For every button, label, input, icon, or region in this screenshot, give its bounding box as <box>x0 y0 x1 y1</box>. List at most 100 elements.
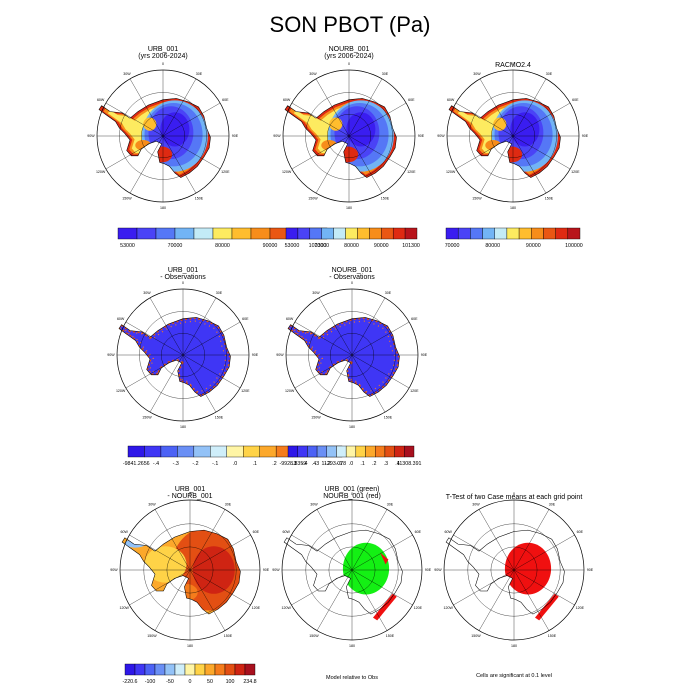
colorbar-swatch <box>482 227 495 240</box>
longitude-label: 90W <box>437 134 445 138</box>
p8-title: URB_001 (green) NOURB_001 (red) <box>262 486 442 500</box>
longitude-label: 30W <box>472 502 480 506</box>
longitude-label: 60W <box>447 98 455 102</box>
p7-field <box>122 530 241 615</box>
longitude-label: 120E <box>407 170 416 174</box>
longitude-label: 90E <box>252 353 259 357</box>
colorbar-swatch <box>144 445 162 458</box>
panel-title-line: URB_001 <box>167 267 199 274</box>
colorbar-swatch <box>384 445 395 458</box>
longitude-label: 150E <box>381 197 390 201</box>
p4-map: 0 30E 60E 90E 120E 150E 180 150W 120W 90W 60W 30W <box>107 281 258 429</box>
figure-title: SON PBOT (Pa) <box>269 12 431 37</box>
longitude-label: 30W <box>473 72 481 76</box>
longitude-label: 150W <box>147 634 157 638</box>
longitude-label: 30E <box>216 291 223 295</box>
longitude-label: 90E <box>232 134 239 138</box>
longitude-label: 150W <box>122 197 132 201</box>
p4-field <box>119 317 231 397</box>
longitude-label: 90E <box>425 568 432 572</box>
longitude-label: 30W <box>310 502 318 506</box>
colorbar-label: 11293.078 <box>321 461 346 467</box>
p3-colorbar: 70000 80000 90000 100000 <box>445 227 583 249</box>
p9-note: Cells are significant at 0.1 level <box>476 673 552 679</box>
p5-field <box>288 317 400 397</box>
colorbar-label: 101300 <box>309 243 327 249</box>
panel-title-line: RACMO2.4 <box>495 62 531 69</box>
p3-title: RACMO2.4 <box>423 62 603 69</box>
colorbar-swatch <box>124 663 136 676</box>
colorbar-label: 100000 <box>565 243 583 249</box>
longitude-label: 120W <box>282 170 292 174</box>
colorbar-label: -.4 <box>301 461 307 467</box>
colorbar-label: -.2 <box>325 461 331 467</box>
colorbar-swatch <box>518 227 532 240</box>
panel-title-line: - Observations <box>160 274 206 281</box>
colorbar-swatch <box>193 227 214 240</box>
colorbar-swatch <box>259 445 277 458</box>
p2-field <box>285 98 397 178</box>
longitude-label: 120W <box>285 389 295 393</box>
colorbar-swatch <box>250 227 271 240</box>
colorbar-swatch <box>136 227 157 240</box>
longitude-label: 60E <box>242 317 249 321</box>
longitude-label: 150W <box>471 634 481 638</box>
colorbar-label: .3 <box>292 461 296 467</box>
colorbar-swatch <box>357 227 370 240</box>
longitude-label: 60W <box>97 98 105 102</box>
colorbar-label: -100 <box>145 679 156 685</box>
longitude-label: 0 <box>512 62 514 66</box>
p2-map: 0 30E 60E 90E 120E 150E 180 150W 120W 90W 60W 30W <box>273 62 424 210</box>
p8-field <box>342 542 390 595</box>
longitude-label: 60W <box>283 98 291 102</box>
colorbar-label: -.3 <box>173 461 179 467</box>
p7-colorbar: -220.6 -100 -50 0 50 100 234.8 <box>122 663 257 685</box>
colorbar-swatch <box>355 445 366 458</box>
colorbar-label: 100 <box>226 679 235 685</box>
longitude-label: 120E <box>414 606 423 610</box>
colorbar-label: .4 <box>312 461 316 467</box>
p7-title: URB_001- NOURB_001 <box>100 486 280 500</box>
longitude-label: 150E <box>195 197 204 201</box>
colorbar-label: 90000 <box>263 243 278 249</box>
colorbar-swatch <box>117 227 138 240</box>
colorbar-swatch <box>333 227 346 240</box>
colorbar-swatch <box>394 445 405 458</box>
longitude-label: 0 <box>513 492 515 496</box>
longitude-label: 60E <box>577 530 584 534</box>
colorbar-swatch <box>234 663 246 676</box>
colorbar-label: -.1 <box>336 461 342 467</box>
colorbar-label: -9841.2656 <box>123 461 150 467</box>
panel-title-line: - NOURB_001 <box>167 493 213 500</box>
longitude-label: 120E <box>410 389 419 393</box>
p1-field <box>99 98 211 178</box>
longitude-label: 120W <box>119 606 129 610</box>
colorbar-swatch <box>204 663 216 676</box>
colorbar-label: -50 <box>166 679 174 685</box>
colorbar-swatch <box>154 663 166 676</box>
colorbar-swatch <box>345 227 358 240</box>
p8-map: 0 30E 60E 90E 120E 150E 180 150W 120W 90W 60W 30W <box>272 492 431 648</box>
colorbar-swatch <box>287 445 298 458</box>
colorbar-label: .0 <box>233 461 237 467</box>
longitude-label: 150W <box>142 416 152 420</box>
colorbar-swatch <box>381 227 394 240</box>
p2-colorbar: 53000 70000 80000 90000 101300 <box>285 227 420 249</box>
longitude-label: 60E <box>253 530 260 534</box>
colorbar-swatch <box>144 663 156 676</box>
longitude-label: 150E <box>545 197 554 201</box>
longitude-label: 90E <box>587 568 594 572</box>
longitude-label: 0 <box>189 492 191 496</box>
colorbar-swatch <box>445 227 459 240</box>
colorbar-swatch <box>392 227 406 240</box>
colorbar-swatch <box>174 227 195 240</box>
panel-title-line: (yrs 2006-2024) <box>138 53 188 60</box>
colorbar-label: .2 <box>272 461 276 467</box>
colorbar-swatch <box>404 227 418 240</box>
p3-field <box>449 98 561 178</box>
longitude-label: 120E <box>241 389 250 393</box>
p9-title: T-Test of two Case means at each grid po… <box>424 494 604 501</box>
colorbar-label: 50 <box>207 679 213 685</box>
longitude-label: 90W <box>110 568 118 572</box>
